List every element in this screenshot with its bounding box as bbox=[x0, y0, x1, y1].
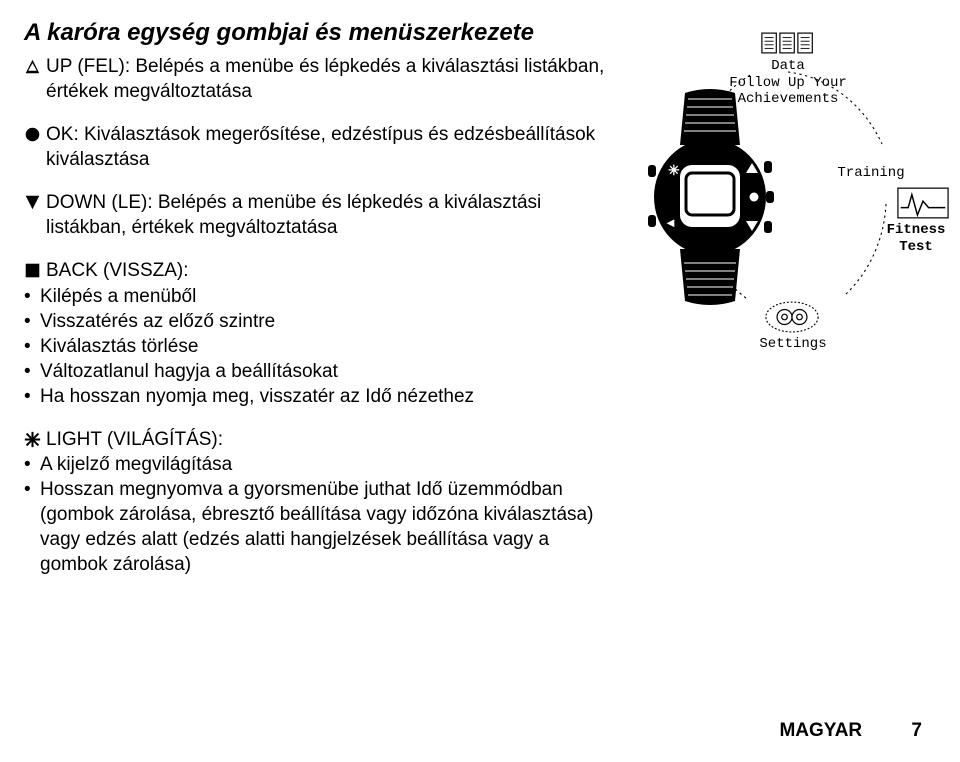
back-bullets: Kilépés a menüből Visszatérés az előző s… bbox=[24, 284, 614, 409]
section-back: BACK (VISSZA): Kilépés a menüből Visszat… bbox=[24, 258, 614, 408]
light-star-icon bbox=[24, 431, 41, 448]
footer-page: 7 bbox=[911, 720, 922, 741]
fitness-heart-icon bbox=[897, 187, 949, 219]
down-arrow-icon bbox=[24, 194, 41, 211]
up-text: UP (FEL): Belépés a menübe és lépkedés a… bbox=[46, 54, 614, 104]
light-bullets: A kijelző megvilágítása Hosszan megnyomv… bbox=[24, 452, 614, 577]
section-down: DOWN (LE): Belépés a menübe és lépkedés … bbox=[24, 190, 614, 240]
list-item: Változatlanul hagyja a beállításokat bbox=[24, 359, 614, 384]
right-column: Data Follow Up Your Achievements Trainin… bbox=[614, 18, 932, 577]
left-column: A karóra egység gombjai és menüszerkezet… bbox=[24, 18, 614, 577]
list-item: Visszatérés az előző szintre bbox=[24, 309, 614, 334]
back-label: BACK (VISSZA): bbox=[46, 258, 189, 283]
fitness-label: Fitness Test bbox=[866, 222, 960, 255]
list-item: Hosszan megnyomva a gyorsmenübe juthat I… bbox=[24, 477, 614, 577]
data-docs-icon bbox=[761, 30, 815, 56]
up-arrow-icon bbox=[24, 58, 41, 75]
training-label: Training bbox=[836, 165, 906, 182]
page-footer: MAGYAR 7 bbox=[779, 720, 922, 742]
page-title: A karóra egység gombjai és menüszerkezet… bbox=[24, 18, 614, 48]
watch-icon: ✳ ◄ bbox=[640, 87, 780, 307]
section-up: UP (FEL): Belépés a menübe és lépkedés a… bbox=[24, 54, 614, 104]
svg-text:✳: ✳ bbox=[668, 162, 680, 178]
back-square-icon bbox=[24, 262, 41, 279]
data-l1: Data bbox=[771, 58, 805, 74]
svg-text:◄: ◄ bbox=[664, 215, 677, 230]
section-ok: OK: Kiválasztások megerősítése, edzéstíp… bbox=[24, 122, 614, 172]
down-text: DOWN (LE): Belépés a menübe és lépkedés … bbox=[46, 190, 614, 240]
ok-text: OK: Kiválasztások megerősítése, edzéstíp… bbox=[46, 122, 614, 172]
menu-diagram: Data Follow Up Your Achievements Trainin… bbox=[618, 22, 958, 372]
list-item: Kilépés a menüből bbox=[24, 284, 614, 309]
section-light: LIGHT (VILÁGÍTÁS): A kijelző megvilágítá… bbox=[24, 427, 614, 577]
settings-label: Settings bbox=[758, 336, 828, 353]
footer-lang: MAGYAR bbox=[779, 720, 862, 741]
ok-dot-icon bbox=[24, 126, 41, 143]
list-item: A kijelző megvilágítása bbox=[24, 452, 614, 477]
light-label: LIGHT (VILÁGÍTÁS): bbox=[46, 427, 223, 452]
list-item: Kiválasztás törlése bbox=[24, 334, 614, 359]
list-item: Ha hosszan nyomja meg, visszatér az Idő … bbox=[24, 384, 614, 409]
